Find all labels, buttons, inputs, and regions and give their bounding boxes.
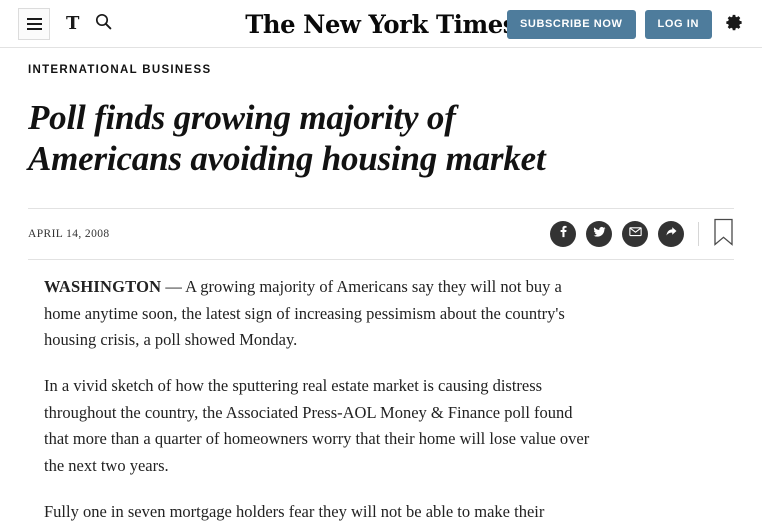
dateline-lead: WASHINGTON (44, 276, 162, 296)
article-meta-row: APRIL 14, 2008 (28, 209, 734, 259)
share-arrow-icon (664, 224, 679, 244)
bookmark-button[interactable] (713, 218, 734, 249)
email-icon (628, 224, 643, 244)
article-paragraph: WASHINGTON — A growing majority of Ameri… (44, 274, 594, 354)
paragraph-text: — A growing majority of Americans say th… (44, 276, 565, 350)
gear-icon (725, 13, 744, 35)
subscribe-now-button[interactable]: SUBSCRIBE NOW (506, 9, 636, 39)
article-paragraph: Fully one in seven mortgage holders fear… (44, 501, 545, 521)
share-divider (698, 221, 699, 246)
bookmark-icon (713, 218, 734, 249)
section-kicker[interactable]: INTERNATIONAL BUSINESS (28, 64, 212, 76)
log-in-button[interactable]: LOG IN (644, 9, 712, 39)
share-button[interactable] (658, 220, 684, 247)
t-logo-icon[interactable]: T (66, 13, 80, 34)
twitter-icon (592, 224, 607, 244)
email-share-button[interactable] (622, 220, 648, 247)
share-toolbar (550, 218, 734, 249)
facebook-share-button[interactable] (550, 220, 576, 247)
settings-gear-button[interactable] (721, 11, 748, 37)
rule-above-meta (28, 207, 734, 209)
hamburger-bar (26, 23, 42, 25)
article-date: APRIL 14, 2008 (28, 227, 110, 240)
article: INTERNATIONAL BUSINESS Poll finds growin… (0, 48, 762, 524)
masthead: T The New York Times SUBSCRIBE NOW LOG I… (0, 0, 762, 48)
search-icon[interactable] (95, 13, 112, 35)
hamburger-bar (26, 28, 42, 30)
masthead-left-controls: T (18, 0, 112, 48)
page-title: Poll finds growing majority of Americans… (28, 98, 546, 178)
rule-below-meta (28, 258, 734, 260)
hamburger-menu-icon[interactable] (18, 8, 50, 40)
article-body: WASHINGTON — A growing majority of Ameri… (28, 260, 594, 524)
twitter-share-button[interactable] (586, 220, 612, 247)
masthead-right-controls: SUBSCRIBE NOW LOG IN (506, 0, 748, 48)
article-paragraph: In a vivid sketch of how the sputtering … (44, 376, 590, 476)
nyt-logo: The New York Times (245, 9, 517, 39)
hamburger-bar (26, 18, 42, 20)
facebook-icon (556, 224, 571, 244)
